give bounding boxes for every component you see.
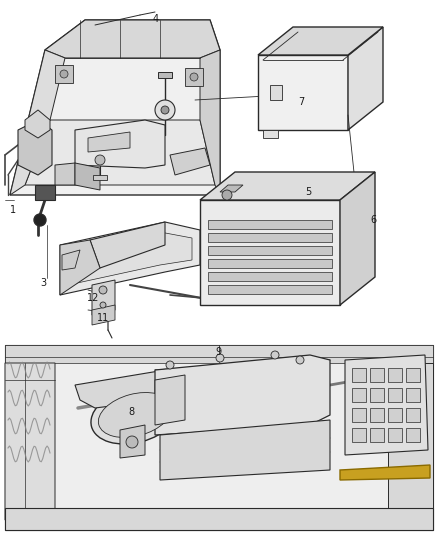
Bar: [388, 428, 402, 442]
Polygon shape: [10, 50, 65, 195]
Bar: [352, 388, 366, 402]
Polygon shape: [10, 20, 220, 195]
Bar: [388, 388, 402, 402]
Polygon shape: [208, 285, 332, 294]
Polygon shape: [155, 355, 330, 435]
Polygon shape: [208, 220, 332, 229]
Polygon shape: [92, 280, 115, 315]
Bar: [5, 345, 433, 530]
Polygon shape: [200, 172, 375, 200]
Polygon shape: [35, 185, 55, 200]
Polygon shape: [200, 50, 220, 195]
Circle shape: [216, 354, 224, 362]
Circle shape: [155, 100, 175, 120]
Text: 9: 9: [215, 347, 221, 357]
Ellipse shape: [99, 392, 172, 438]
Ellipse shape: [91, 386, 179, 444]
Bar: [370, 428, 384, 442]
Circle shape: [190, 73, 198, 81]
Circle shape: [166, 361, 174, 369]
Circle shape: [60, 70, 68, 78]
Polygon shape: [208, 233, 332, 242]
Bar: [388, 408, 402, 422]
Bar: [370, 368, 384, 382]
Polygon shape: [340, 172, 375, 305]
Circle shape: [271, 351, 279, 359]
Text: 1: 1: [10, 205, 16, 215]
Bar: [406, 408, 420, 422]
Circle shape: [126, 436, 138, 448]
Polygon shape: [263, 130, 278, 138]
Polygon shape: [25, 120, 215, 185]
Text: 4: 4: [153, 14, 159, 24]
Bar: [5, 345, 433, 363]
Polygon shape: [75, 163, 100, 190]
Text: 3: 3: [40, 278, 46, 288]
Text: 8: 8: [128, 407, 134, 417]
Text: 6: 6: [370, 215, 376, 225]
Circle shape: [95, 155, 105, 165]
Polygon shape: [160, 420, 330, 480]
Polygon shape: [258, 55, 348, 130]
Polygon shape: [25, 110, 50, 138]
Polygon shape: [208, 272, 332, 281]
Text: 7: 7: [298, 97, 304, 107]
Bar: [352, 368, 366, 382]
Bar: [352, 428, 366, 442]
Polygon shape: [155, 375, 185, 425]
Polygon shape: [345, 355, 428, 455]
Circle shape: [34, 214, 46, 226]
Polygon shape: [88, 132, 130, 152]
Circle shape: [222, 190, 232, 200]
Bar: [406, 368, 420, 382]
Polygon shape: [208, 246, 332, 255]
Polygon shape: [120, 425, 145, 458]
Polygon shape: [75, 370, 178, 408]
Polygon shape: [348, 27, 383, 130]
Polygon shape: [208, 259, 332, 268]
Polygon shape: [55, 65, 73, 83]
Polygon shape: [18, 120, 52, 175]
Text: 11: 11: [97, 313, 109, 323]
Polygon shape: [60, 240, 100, 295]
Circle shape: [100, 302, 106, 308]
Bar: [406, 388, 420, 402]
Circle shape: [296, 356, 304, 364]
Polygon shape: [55, 163, 75, 185]
Polygon shape: [5, 363, 55, 520]
Polygon shape: [62, 250, 80, 270]
Polygon shape: [158, 72, 172, 78]
Text: 12: 12: [87, 293, 99, 303]
Polygon shape: [60, 222, 200, 295]
Circle shape: [99, 286, 107, 294]
Bar: [270, 85, 282, 100]
Polygon shape: [258, 27, 383, 55]
Polygon shape: [200, 200, 340, 305]
Polygon shape: [75, 120, 165, 168]
Polygon shape: [45, 20, 220, 58]
Polygon shape: [340, 465, 430, 480]
Polygon shape: [93, 175, 107, 180]
Polygon shape: [92, 305, 115, 325]
Bar: [370, 408, 384, 422]
Polygon shape: [185, 68, 203, 86]
Text: 5: 5: [305, 187, 311, 197]
Bar: [352, 408, 366, 422]
Bar: [370, 388, 384, 402]
Bar: [5, 508, 433, 530]
Polygon shape: [220, 185, 243, 192]
Circle shape: [161, 106, 169, 114]
Polygon shape: [170, 148, 210, 175]
Polygon shape: [90, 222, 165, 268]
Polygon shape: [68, 232, 192, 285]
Bar: [406, 428, 420, 442]
Bar: [388, 368, 402, 382]
Polygon shape: [388, 363, 433, 525]
